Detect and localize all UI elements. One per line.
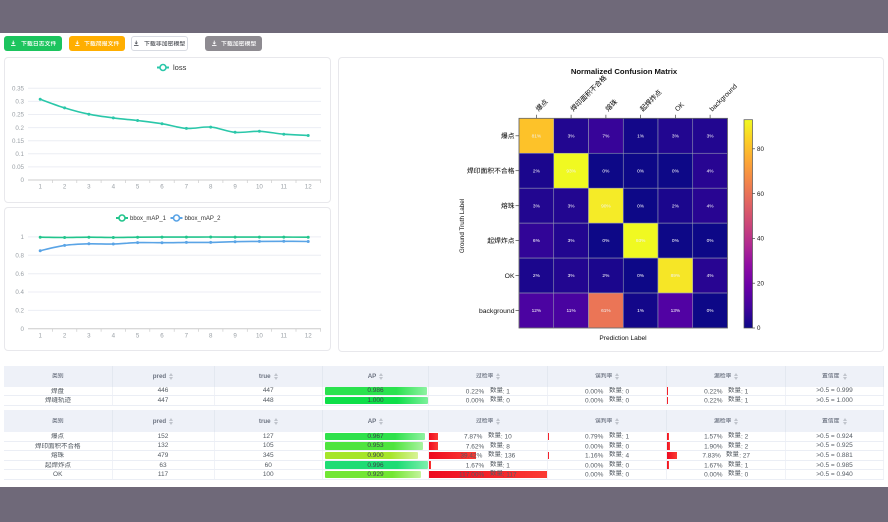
svg-text:2: 2 xyxy=(63,332,67,339)
svg-text:6: 6 xyxy=(160,184,164,191)
svg-text:loss: loss xyxy=(173,63,187,72)
svg-text:0.8: 0.8 xyxy=(15,252,24,259)
svg-text:1%: 1% xyxy=(637,133,645,139)
svg-text:0.15: 0.15 xyxy=(12,138,25,145)
svg-text:7: 7 xyxy=(185,332,189,339)
svg-text:5: 5 xyxy=(136,332,140,339)
svg-text:0.4: 0.4 xyxy=(15,289,24,296)
svg-text:4: 4 xyxy=(112,184,116,191)
svg-text:0.6: 0.6 xyxy=(15,270,24,277)
svg-text:0.25: 0.25 xyxy=(12,112,25,119)
svg-text:0%: 0% xyxy=(637,273,645,279)
svg-text:2%: 2% xyxy=(533,168,541,174)
svg-text:3%: 3% xyxy=(568,273,576,279)
svg-text:3: 3 xyxy=(87,332,91,339)
svg-text:0.2: 0.2 xyxy=(15,125,24,132)
svg-text:11: 11 xyxy=(281,332,288,339)
svg-text:0: 0 xyxy=(21,326,25,333)
svg-text:3%: 3% xyxy=(672,133,680,139)
svg-text:40: 40 xyxy=(757,236,764,243)
svg-text:10: 10 xyxy=(256,184,263,191)
svg-text:1: 1 xyxy=(38,184,42,191)
svg-text:9: 9 xyxy=(233,184,237,191)
svg-text:13%: 13% xyxy=(671,308,681,314)
svg-text:0%: 0% xyxy=(602,238,610,244)
svg-text:3%: 3% xyxy=(568,238,576,244)
svg-text:0%: 0% xyxy=(602,168,610,174)
svg-text:2%: 2% xyxy=(672,203,680,209)
svg-text:0%: 0% xyxy=(707,308,715,314)
svg-text:4%: 4% xyxy=(707,168,715,174)
svg-text:8: 8 xyxy=(209,332,213,339)
svg-text:0%: 0% xyxy=(637,168,645,174)
svg-text:0.1: 0.1 xyxy=(15,151,24,158)
svg-text:4%: 4% xyxy=(707,203,715,209)
svg-text:background: background xyxy=(479,308,515,315)
svg-text:81%: 81% xyxy=(532,133,542,139)
svg-text:0: 0 xyxy=(757,325,761,332)
svg-text:90%: 90% xyxy=(601,203,611,209)
svg-text:1: 1 xyxy=(21,234,25,241)
svg-text:0: 0 xyxy=(21,177,25,184)
svg-text:93%: 93% xyxy=(566,168,576,174)
svg-text:0%: 0% xyxy=(672,238,680,244)
svg-text:Prediction Label: Prediction Label xyxy=(599,335,647,342)
svg-text:OK: OK xyxy=(674,101,686,113)
svg-text:4: 4 xyxy=(112,332,116,339)
svg-text:4%: 4% xyxy=(707,273,715,279)
svg-text:89%: 89% xyxy=(671,273,681,279)
svg-text:0.05: 0.05 xyxy=(12,164,25,171)
svg-text:3%: 3% xyxy=(707,133,715,139)
svg-text:Normalized Confusion Matrix: Normalized Confusion Matrix xyxy=(571,67,678,76)
svg-text:bbox_mAP_1: bbox_mAP_1 xyxy=(130,216,167,222)
svg-text:2%: 2% xyxy=(533,273,541,279)
svg-text:11%: 11% xyxy=(566,308,576,314)
svg-text:9: 9 xyxy=(233,332,237,339)
svg-text:OK: OK xyxy=(505,273,515,280)
svg-text:6: 6 xyxy=(160,332,164,339)
svg-text:bbox_mAP_2: bbox_mAP_2 xyxy=(185,216,222,222)
svg-text:8: 8 xyxy=(209,184,213,191)
svg-text:6%: 6% xyxy=(533,238,541,244)
svg-text:12: 12 xyxy=(305,332,312,339)
svg-text:12: 12 xyxy=(305,184,312,191)
svg-text:7: 7 xyxy=(185,184,189,191)
svg-text:3%: 3% xyxy=(568,133,576,139)
svg-text:3: 3 xyxy=(87,184,91,191)
svg-text:12%: 12% xyxy=(532,308,542,314)
svg-text:20: 20 xyxy=(757,280,764,287)
svg-text:61%: 61% xyxy=(601,308,611,314)
svg-text:0%: 0% xyxy=(707,238,715,244)
svg-text:7%: 7% xyxy=(602,133,610,139)
svg-text:10: 10 xyxy=(256,332,263,339)
svg-text:5: 5 xyxy=(136,184,140,191)
svg-text:2%: 2% xyxy=(602,273,610,279)
svg-text:0.35: 0.35 xyxy=(12,86,25,93)
svg-text:11: 11 xyxy=(281,184,288,191)
svg-text:93%: 93% xyxy=(636,238,646,244)
svg-text:3%: 3% xyxy=(533,203,541,209)
svg-text:3%: 3% xyxy=(568,203,576,209)
svg-text:80: 80 xyxy=(757,146,764,153)
svg-text:0.2: 0.2 xyxy=(15,307,24,314)
svg-text:0.3: 0.3 xyxy=(15,99,24,106)
svg-text:Ground Truth Label: Ground Truth Label xyxy=(459,199,466,253)
svg-text:60: 60 xyxy=(757,191,764,198)
svg-text:2: 2 xyxy=(63,184,67,191)
svg-text:1%: 1% xyxy=(637,308,645,314)
svg-text:1: 1 xyxy=(38,332,42,339)
svg-text:background: background xyxy=(709,83,739,113)
svg-text:0%: 0% xyxy=(637,203,645,209)
svg-text:0%: 0% xyxy=(672,168,680,174)
